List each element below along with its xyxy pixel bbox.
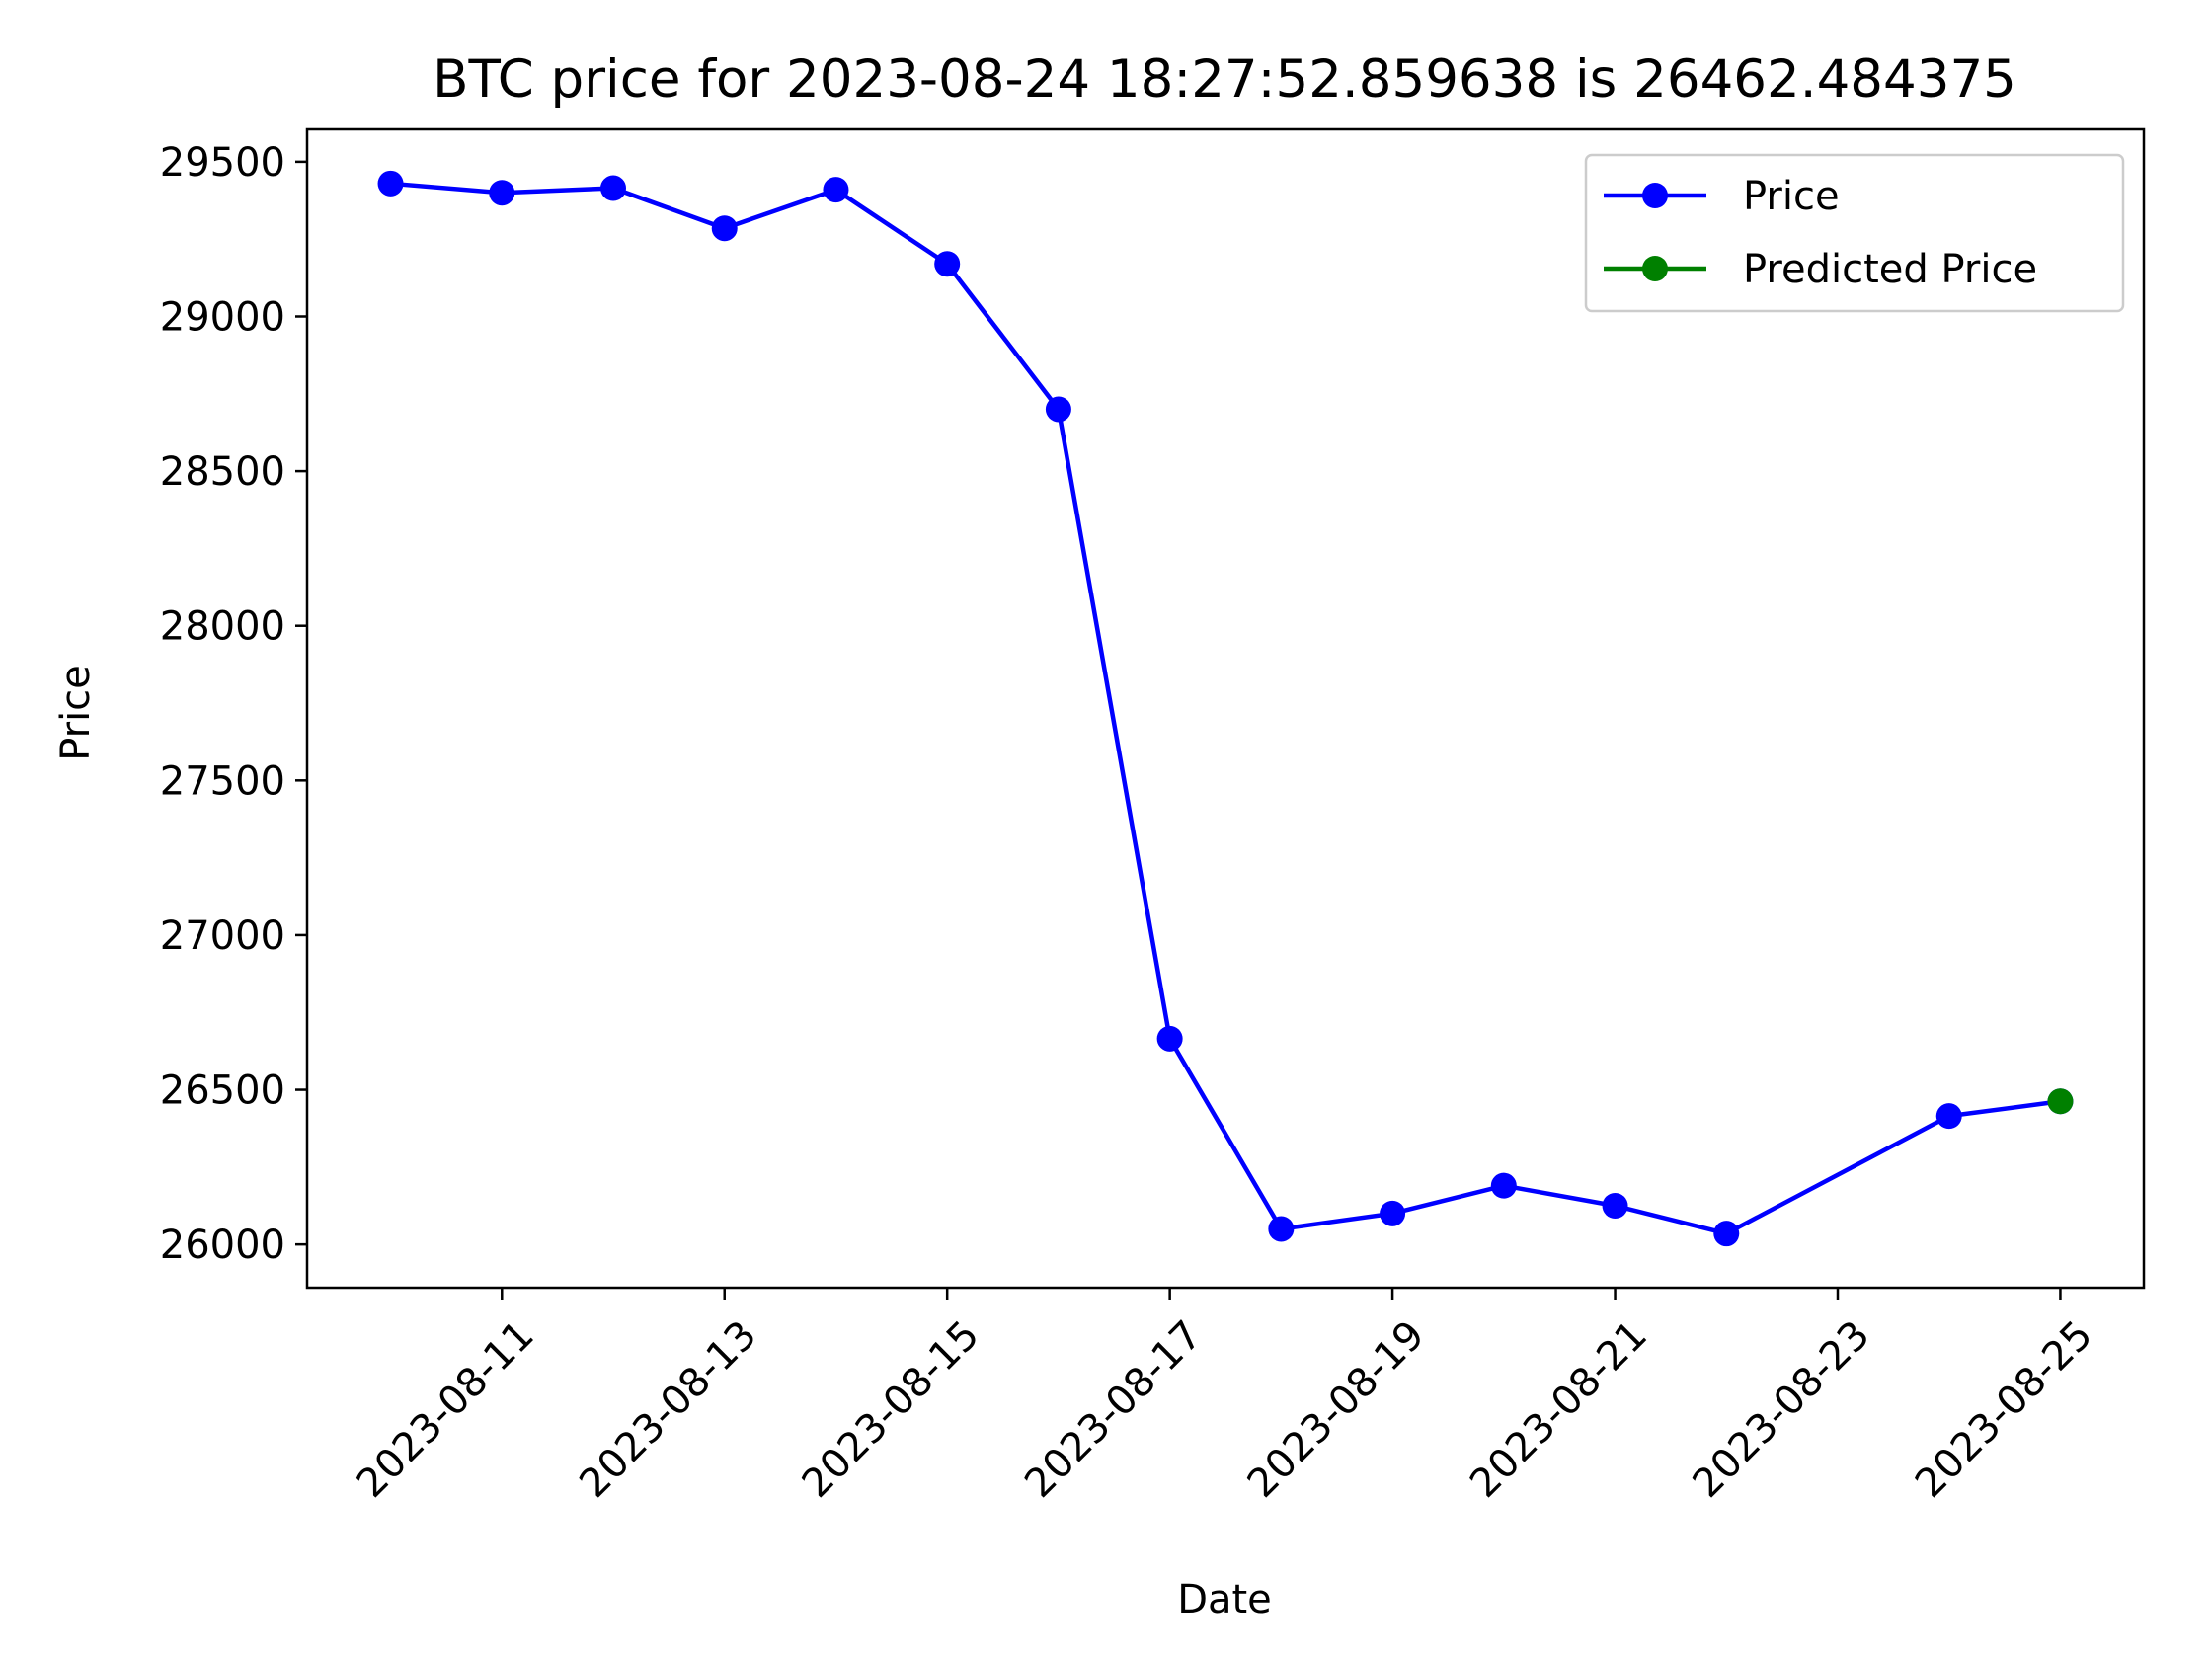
y-tick-label: 28500 <box>160 449 285 495</box>
price-point <box>489 180 515 206</box>
price-point <box>1268 1216 1295 1242</box>
y-tick-label: 26000 <box>160 1223 285 1268</box>
y-axis-label: Price <box>53 665 99 761</box>
price-point <box>1045 396 1071 423</box>
plot-frame <box>305 127 2146 1290</box>
price-point <box>1602 1192 1628 1219</box>
y-tick-label: 27000 <box>160 913 285 959</box>
y-ticks: 26000 26500 27000 27500 28000 28500 29000 29500 <box>160 140 307 1268</box>
price-point <box>1490 1172 1517 1199</box>
legend-predicted-label: Predicted Price <box>1743 247 2037 292</box>
chart-title: BTC price for 2023-08-24 18:27:52.859638… <box>433 49 2016 110</box>
price-point <box>1380 1200 1406 1226</box>
legend-frame <box>1584 153 2125 313</box>
y-tick-label: 26500 <box>160 1068 285 1114</box>
y-tick-label: 28000 <box>160 604 285 650</box>
legend-price-label: Price <box>1743 174 1840 219</box>
y-tick-label: 29500 <box>160 140 285 186</box>
y-tick-label: 27500 <box>160 758 285 804</box>
legend-predicted-marker <box>1642 256 1668 281</box>
price-point <box>600 175 626 201</box>
legend-price-marker <box>1642 183 1668 208</box>
price-point <box>711 215 738 242</box>
predicted-price-point <box>2047 1088 2074 1115</box>
price-point <box>1713 1221 1740 1247</box>
price-point <box>377 170 404 197</box>
legend: Price Predicted Price <box>1584 153 2125 313</box>
price-point <box>823 177 849 203</box>
x-axis-label: Date <box>1177 1577 1272 1622</box>
series-layer <box>377 170 2074 1247</box>
price-point <box>1156 1025 1183 1052</box>
price-point <box>1936 1103 1962 1130</box>
price-point <box>934 251 961 277</box>
y-tick-label: 29000 <box>160 294 285 340</box>
